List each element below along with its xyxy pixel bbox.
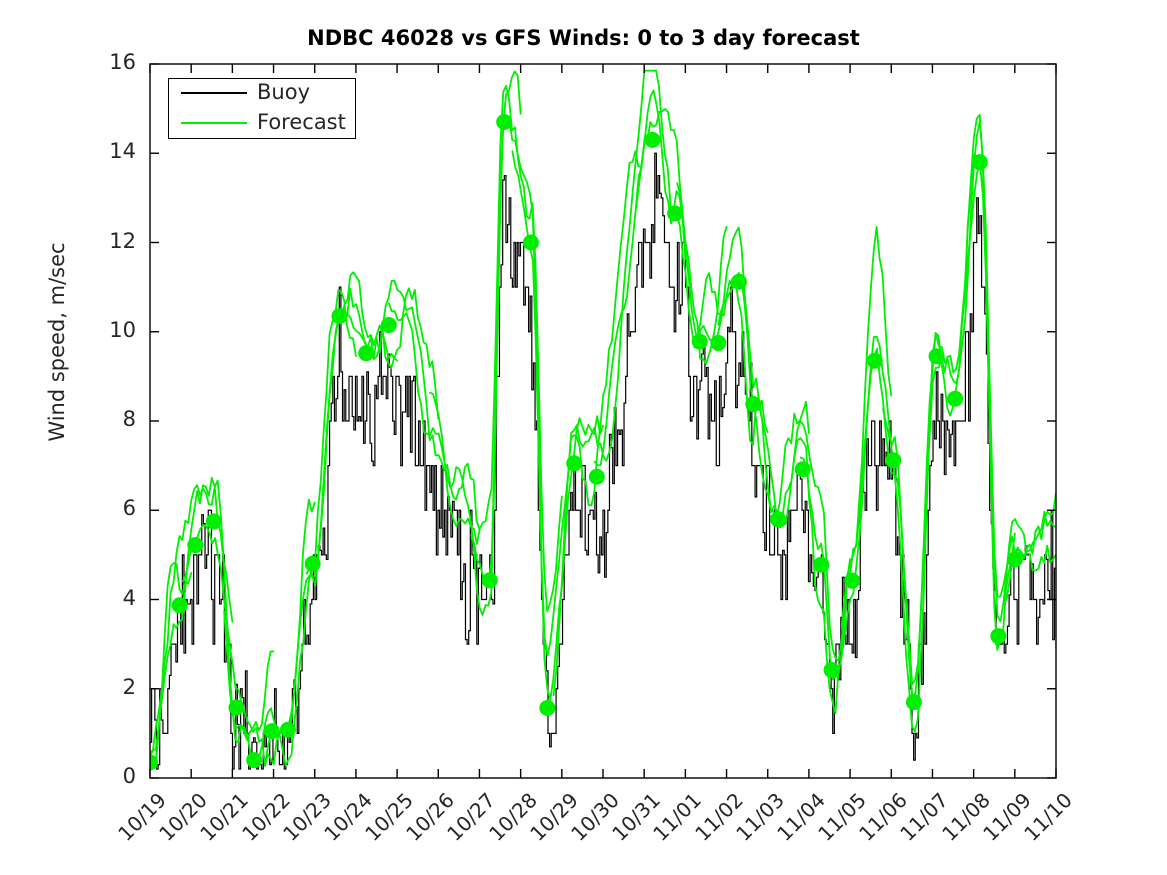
y-tick-label: 2 bbox=[122, 674, 136, 699]
forecast-marker bbox=[770, 511, 787, 528]
page-title: NDBC 46028 vs GFS Winds: 0 to 3 day fore… bbox=[307, 26, 860, 50]
chart-legend: Buoy Forecast bbox=[168, 78, 356, 139]
forecast-marker bbox=[380, 317, 397, 334]
legend-label-buoy: Buoy bbox=[257, 80, 310, 104]
forecast-marker bbox=[279, 721, 296, 738]
forecast-markers bbox=[150, 114, 1023, 771]
forecast-marker bbox=[1006, 551, 1023, 568]
forecast-marker bbox=[823, 662, 840, 679]
forecast-marker bbox=[844, 572, 861, 589]
legend-swatch-buoy bbox=[181, 92, 247, 94]
forecast-marker bbox=[496, 114, 513, 131]
legend-swatch-forecast bbox=[181, 122, 247, 124]
forecast-marker bbox=[905, 694, 922, 711]
forecast-marker bbox=[691, 333, 708, 350]
y-tick-label: 0 bbox=[122, 764, 136, 788]
forecast-marker bbox=[358, 345, 375, 362]
forecast-marker bbox=[745, 396, 762, 413]
forecast-marker bbox=[228, 699, 245, 716]
forecast-marker bbox=[990, 628, 1007, 645]
forecast-marker bbox=[710, 334, 727, 351]
forecast-marker bbox=[947, 390, 964, 407]
forecast-marker bbox=[794, 461, 811, 478]
forecast-marker bbox=[150, 754, 158, 771]
y-axis-label: Wind speed, m/sec bbox=[45, 242, 69, 442]
forecast-marker bbox=[644, 131, 661, 148]
forecast-marker bbox=[566, 455, 583, 472]
y-tick-label: 6 bbox=[122, 496, 136, 521]
forecast-marker bbox=[866, 352, 883, 369]
forecast-marker bbox=[304, 555, 321, 572]
forecast-marker bbox=[667, 205, 684, 222]
forecast-marker bbox=[813, 556, 830, 573]
forecast-marker bbox=[730, 273, 747, 290]
forecast-marker bbox=[246, 752, 263, 769]
forecast-marker bbox=[263, 723, 280, 740]
forecast-marker bbox=[171, 597, 188, 614]
legend-row-forecast: Forecast bbox=[169, 109, 355, 138]
forecast-marker bbox=[971, 154, 988, 171]
y-tick-label: 12 bbox=[109, 228, 136, 253]
axis-frame bbox=[149, 63, 1057, 779]
legend-row-buoy: Buoy bbox=[169, 79, 355, 108]
forecast-marker bbox=[522, 234, 539, 251]
y-tick-label: 4 bbox=[122, 585, 136, 610]
y-tick-label: 10 bbox=[109, 317, 136, 342]
forecast-marker bbox=[928, 348, 945, 365]
forecast-marker bbox=[205, 513, 222, 530]
y-tick-label: 16 bbox=[109, 50, 136, 74]
legend-label-forecast: Forecast bbox=[257, 110, 346, 134]
forecast-marker bbox=[187, 537, 204, 554]
forecast-marker bbox=[331, 308, 348, 325]
forecast-marker bbox=[481, 572, 498, 589]
forecast-marker bbox=[539, 699, 556, 716]
y-tick-label: 8 bbox=[122, 407, 136, 431]
forecast-marker bbox=[588, 468, 605, 485]
y-tick-label: 14 bbox=[109, 139, 136, 164]
forecast-series bbox=[150, 69, 1056, 768]
forecast-marker bbox=[885, 452, 902, 469]
